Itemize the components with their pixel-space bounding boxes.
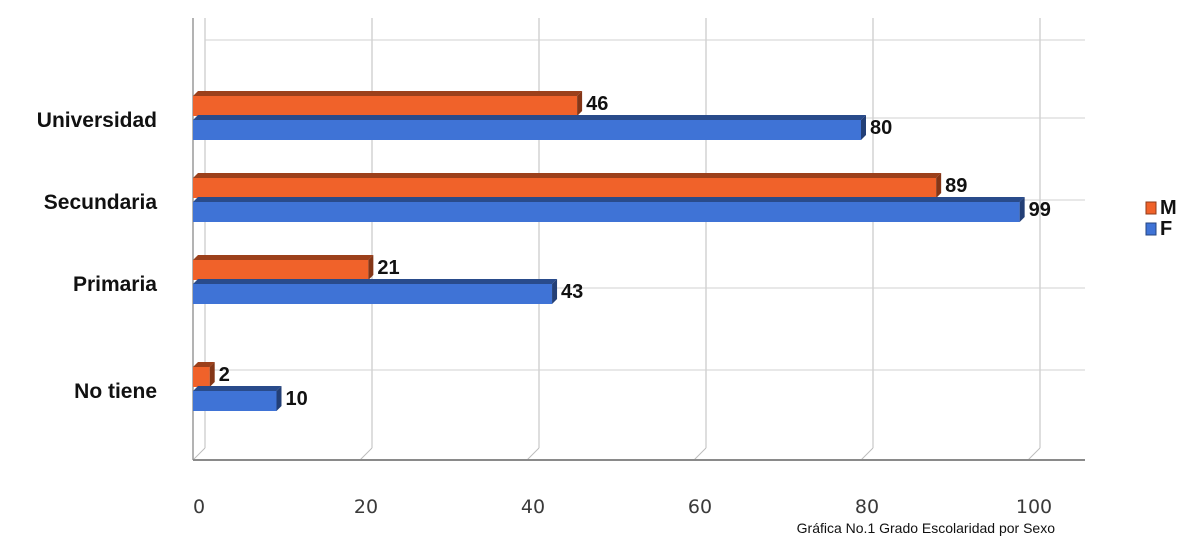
- gridline-floor: [526, 447, 540, 461]
- bar-front-face: [193, 178, 937, 198]
- data-label: 21: [377, 257, 399, 279]
- tick-labels: 0 20 40 60 80 100: [193, 496, 1052, 518]
- legend: MF: [1145, 197, 1177, 240]
- bar-front-face: [193, 284, 553, 304]
- bar-top-face: [193, 115, 866, 120]
- x-tick-label: 0: [193, 496, 205, 518]
- x-tick-label: 40: [521, 496, 545, 518]
- gridline-floor: [192, 447, 206, 461]
- category-label: Primaria: [73, 273, 157, 296]
- x-tick-label: 20: [354, 496, 378, 518]
- bar-side-face: [861, 115, 866, 140]
- bar-front-face: [193, 120, 861, 140]
- bar-side-face: [577, 91, 583, 116]
- bar-front-face: [193, 367, 210, 387]
- gridline-floor: [1027, 447, 1041, 461]
- bar-M-universidad: [193, 91, 583, 116]
- x-tick-label: 100: [1016, 496, 1052, 518]
- data-label: 46: [586, 93, 608, 115]
- bar-front-face: [193, 96, 578, 116]
- category-label: Secundaria: [44, 191, 158, 214]
- bar-top-face: [193, 173, 942, 178]
- bar-M-primaria: [193, 255, 374, 280]
- bar-side-face: [276, 386, 282, 411]
- bar-side-face: [209, 362, 215, 387]
- legend-label-f: F: [1160, 218, 1172, 240]
- grid: [192, 18, 1085, 461]
- data-label: 80: [870, 117, 892, 139]
- bar-F-universidad: [193, 115, 866, 140]
- category-label: Universidad: [37, 109, 157, 132]
- bar-front-face: [193, 202, 1020, 222]
- legend-label-m: M: [1160, 197, 1177, 219]
- x-tick-label: 80: [855, 496, 879, 518]
- bar-front-face: [193, 260, 369, 280]
- bar-front-face: [193, 391, 277, 411]
- bar-top-face: [193, 91, 583, 96]
- gridline-floor: [359, 447, 373, 461]
- bar-top-face: [193, 279, 558, 284]
- data-label: 10: [286, 388, 308, 410]
- bar-side-face: [1019, 197, 1025, 222]
- bar-top-face: [193, 255, 374, 260]
- x-tick-label: 60: [688, 496, 712, 518]
- bar-top-face: [193, 362, 215, 367]
- data-labels: 46 80 89 99 21 43 2 10: [219, 93, 1051, 410]
- gridline-floor: [693, 447, 707, 461]
- bar-F-primaria: [193, 279, 558, 304]
- bars: [193, 91, 1025, 411]
- data-label: 89: [945, 175, 967, 197]
- bar-top-face: [193, 386, 282, 391]
- category-labels: Universidad Secundaria Primaria No tiene: [37, 109, 158, 403]
- bar-F-secundaria: [193, 197, 1025, 222]
- bar-side-face: [552, 279, 558, 304]
- legend-swatch-m: [1145, 201, 1157, 215]
- bar-M-secundaria: [193, 173, 942, 198]
- data-label: 43: [561, 281, 583, 303]
- legend-swatch-f: [1145, 222, 1157, 236]
- data-label: 99: [1029, 199, 1051, 221]
- bar-side-face: [936, 173, 942, 198]
- bar-M-no-tiene: [193, 362, 215, 387]
- bar-top-face: [193, 197, 1025, 202]
- bar-F-no-tiene: [193, 386, 282, 411]
- chart-caption: Gráfica No.1 Grado Escolaridad por Sexo: [797, 520, 1056, 536]
- bar-side-face: [368, 255, 374, 280]
- data-label: 2: [219, 364, 230, 386]
- category-label: No tiene: [74, 380, 157, 403]
- gridline-floor: [860, 447, 874, 461]
